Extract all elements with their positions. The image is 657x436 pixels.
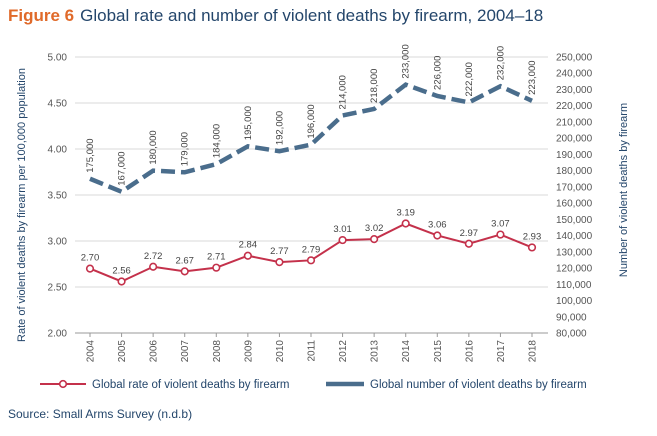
y-right-tick-label: 180,000 [556, 166, 593, 177]
data-point-rate [180, 267, 189, 276]
data-label-number: 195,000 [243, 106, 254, 140]
data-label-number: 180,000 [148, 130, 159, 164]
y-right-tick-label: 230,000 [556, 85, 593, 96]
x-tick-label: 2011 [307, 340, 318, 362]
data-label-number: 179,000 [180, 132, 191, 166]
data-point-rate [243, 251, 252, 260]
x-tick-label: 2004 [86, 340, 97, 363]
y-right-tick-label: 140,000 [556, 231, 593, 242]
data-point-rate [149, 262, 158, 271]
x-tick-label: 2012 [338, 340, 349, 363]
y-right-tick-label: 220,000 [556, 101, 593, 112]
data-point-rate [117, 277, 126, 286]
series-line-number [89, 82, 533, 195]
data-label-rate: 2.84 [239, 240, 258, 251]
source-note: Source: Small Arms Survey (n.d.b) [8, 407, 193, 421]
y-right-tick-label: 240,000 [556, 69, 593, 80]
x-tick-label: 2009 [243, 340, 254, 363]
data-label-number: 232,000 [495, 46, 506, 80]
y-right-tick-label: 120,000 [556, 264, 593, 275]
data-label-rate: 2.67 [175, 255, 194, 266]
x-tick-label: 2006 [149, 340, 160, 363]
data-point-rate [401, 219, 410, 228]
x-tick-label: 2007 [180, 340, 191, 363]
chart-title: Figure 6 Global rate and number of violen… [8, 6, 543, 26]
legend-label-number: Global number of violent deaths by firea… [370, 379, 587, 391]
data-label-rate: 3.19 [396, 208, 415, 219]
y-right-tick-label: 130,000 [556, 247, 593, 258]
data-label-rate: 3.07 [491, 219, 510, 230]
data-label-number: 222,000 [464, 62, 475, 96]
data-point-rate [433, 231, 442, 240]
y-left-axis-label: Rate of violent deaths by firearm per 10… [16, 68, 28, 342]
y-right-tick-label: 80,000 [556, 329, 587, 340]
y-left-tick-label: 4.00 [48, 145, 68, 156]
legend-label-rate: Global rate of violent deaths by firearm [92, 379, 290, 391]
data-label-number: 233,000 [401, 44, 412, 78]
y-left-tick-label: 2.50 [48, 283, 68, 294]
data-label-rate: 2.72 [144, 251, 163, 262]
y-right-tick-label: 160,000 [556, 199, 593, 210]
x-tick-label: 2016 [464, 340, 475, 363]
data-label-rate: 3.01 [333, 224, 352, 235]
data-label-number: 214,000 [338, 75, 349, 109]
data-label-rate: 2.93 [523, 231, 542, 242]
data-label-rate: 2.70 [81, 253, 100, 264]
figure-label: Figure 6 [8, 6, 75, 25]
y-right-axis-label: Number of violent deaths by firearm [618, 103, 630, 277]
data-point-rate [85, 264, 95, 273]
data-label-number: 226,000 [432, 56, 443, 90]
y-right-tick-label: 90,000 [556, 312, 587, 323]
y-right-tick-label: 150,000 [556, 215, 593, 226]
y-right-tick-label: 200,000 [556, 134, 593, 145]
x-tick-label: 2010 [275, 340, 286, 363]
y-right-tick-label: 100,000 [556, 296, 593, 307]
x-tick-label: 2018 [528, 340, 539, 363]
data-point-rate [464, 239, 473, 248]
y-left-tick-label: 4.50 [48, 99, 68, 110]
data-label-rate: 2.97 [460, 228, 479, 239]
data-point-rate [306, 256, 316, 265]
data-point-rate [496, 230, 505, 239]
data-point-rate [212, 263, 221, 272]
data-label-number: 175,000 [85, 138, 96, 172]
y-right-tick-label: 110,000 [556, 280, 592, 291]
data-label-rate: 3.02 [365, 223, 384, 234]
y-left-tick-label: 3.00 [48, 237, 68, 248]
data-point-rate [338, 235, 347, 245]
data-label-rate: 2.71 [207, 252, 226, 263]
x-tick-label: 2017 [496, 340, 507, 363]
x-tick-label: 2013 [370, 340, 381, 363]
y-right-tick-label: 210,000 [556, 117, 593, 128]
data-point-rate [275, 258, 284, 267]
x-tick-label: 2005 [117, 340, 128, 363]
data-label-number: 223,000 [527, 60, 538, 94]
data-label-number: 184,000 [211, 124, 222, 158]
y-left-tick-label: 2.00 [48, 329, 68, 340]
x-tick-label: 2015 [433, 340, 444, 363]
y-right-tick-label: 170,000 [556, 182, 593, 193]
data-label-number: 167,000 [117, 151, 128, 185]
title-text: Global rate and number of violent deaths… [80, 6, 544, 25]
legend-marker-rate [58, 379, 68, 389]
y-right-tick-label: 190,000 [556, 150, 593, 161]
x-tick-label: 2008 [212, 340, 223, 363]
data-label-rate: 2.77 [270, 246, 289, 257]
data-point-rate [527, 243, 537, 252]
data-label-number: 196,000 [306, 104, 317, 138]
data-label-number: 192,000 [274, 111, 285, 145]
data-label-rate: 2.56 [112, 265, 131, 276]
y-right-tick-label: 250,000 [556, 53, 593, 64]
data-label-rate: 3.06 [428, 219, 447, 230]
y-left-tick-label: 3.50 [48, 191, 68, 202]
data-label-number: 218,000 [369, 69, 380, 103]
x-tick-label: 2014 [401, 340, 412, 363]
y-left-tick-label: 5.00 [48, 53, 68, 64]
data-point-rate [370, 235, 379, 244]
data-label-rate: 2.79 [302, 244, 321, 255]
